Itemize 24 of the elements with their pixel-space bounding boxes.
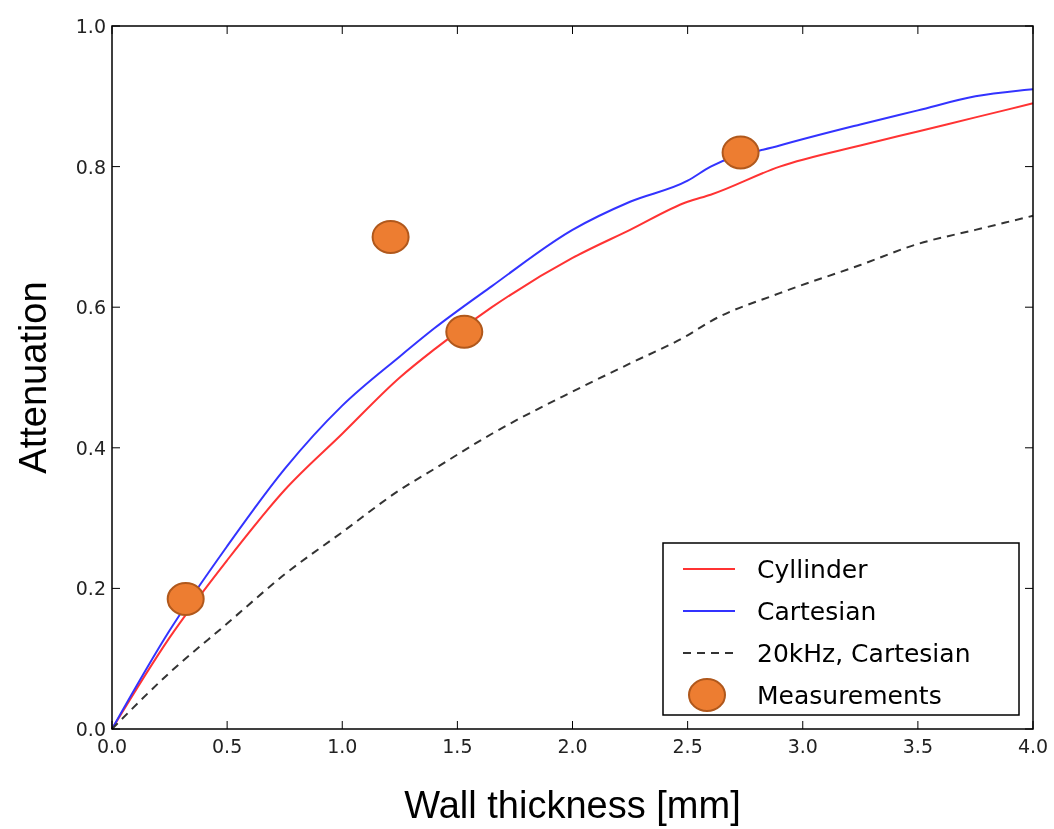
y-tick-label: 0.4	[75, 436, 106, 459]
x-tick-label: 4.0	[1017, 735, 1049, 757]
legend-label: Cyllinder	[757, 555, 869, 584]
y-tick-label: 1.0	[75, 15, 106, 37]
legend-label: 20kHz, Cartesian	[757, 639, 971, 668]
x-tick-label: 2.0	[557, 735, 588, 757]
y-tick-label: 0.6	[75, 296, 106, 319]
y-axis-title: Attenuation	[12, 281, 54, 474]
point	[166, 581, 205, 616]
y-tick-label: 0.8	[75, 155, 106, 178]
legend-label: Measurements	[757, 681, 942, 710]
line-series	[111, 214, 1034, 730]
x-tick-label: 2.5	[672, 735, 703, 757]
y-tick-label: 0.2	[75, 577, 106, 600]
x-tick-label: 3.0	[787, 735, 818, 757]
point	[371, 219, 410, 254]
x-tick-label: 1.0	[327, 735, 358, 757]
x-axis-title: Wall thickness [mm]	[404, 784, 741, 826]
legend-label: Cartesian	[757, 597, 877, 626]
x-tick-label: 3.5	[902, 735, 933, 757]
x-tick-label: 0.5	[212, 735, 243, 757]
x-tick-label: 1.5	[442, 735, 473, 757]
point	[721, 135, 760, 170]
point	[445, 314, 484, 349]
